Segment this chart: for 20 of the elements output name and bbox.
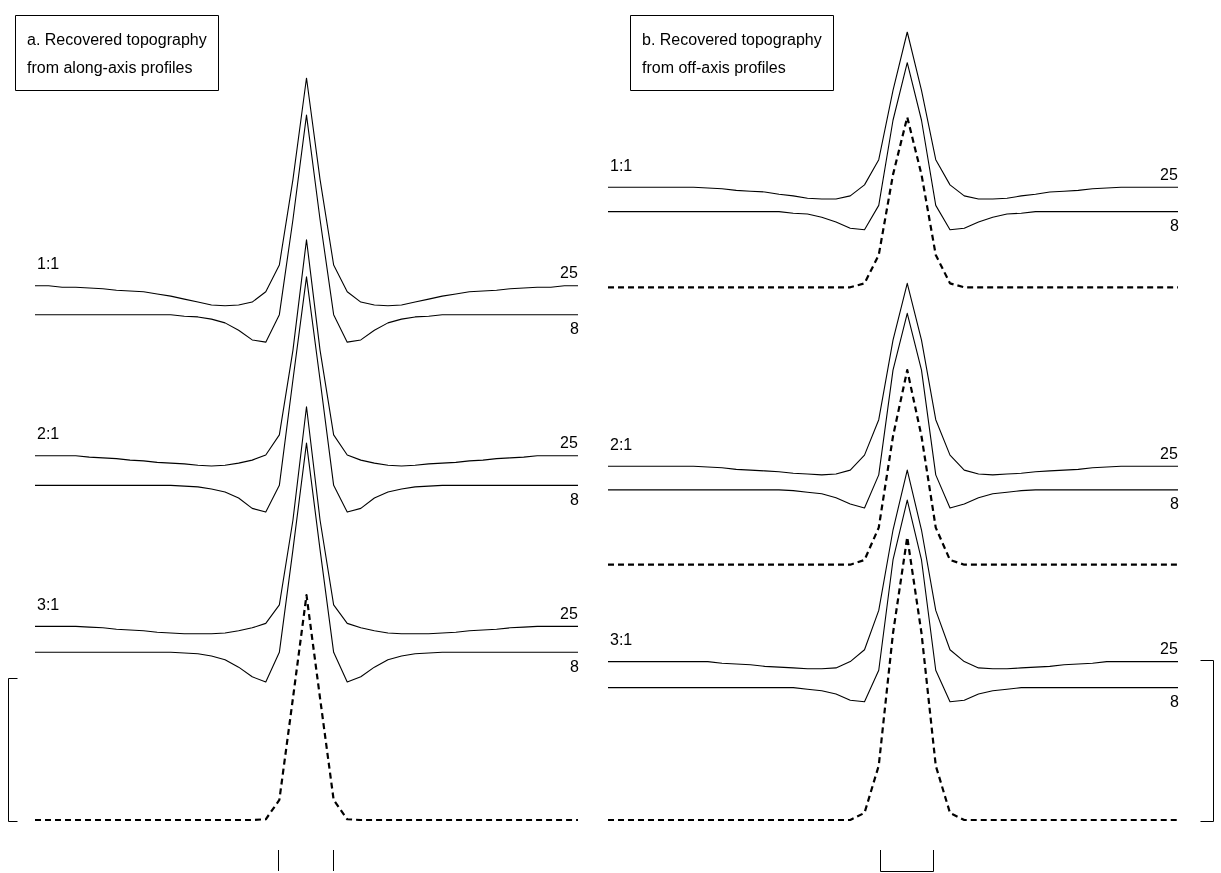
chart-title: a. Recovered topography from along-axis profiles — [27, 30, 207, 76]
series-label: 8 — [1170, 495, 1179, 513]
annotation: 3:1 — [37, 595, 60, 613]
series-label: 25 — [1160, 640, 1178, 658]
annotation: 3:1 — [610, 631, 633, 649]
series-label: 8 — [1170, 217, 1179, 235]
series-label: 8 — [1170, 693, 1179, 711]
annotation: 2:1 — [610, 435, 633, 453]
series-label: 8 — [570, 490, 579, 508]
annotation: 1:1 — [37, 255, 60, 273]
annotation: 1:1 — [610, 156, 633, 174]
series-label: 25 — [560, 264, 578, 282]
series-label: 8 — [570, 320, 579, 338]
text: b. Recovered topography from off-axis profiles — [642, 30, 822, 76]
series-label: 25 — [560, 604, 578, 622]
annotation: 2:1 — [37, 425, 60, 443]
series-label: 25 — [1160, 165, 1178, 183]
series-label: 25 — [560, 434, 578, 452]
series-label: 8 — [570, 657, 579, 675]
series-label: 25 — [1160, 444, 1178, 462]
